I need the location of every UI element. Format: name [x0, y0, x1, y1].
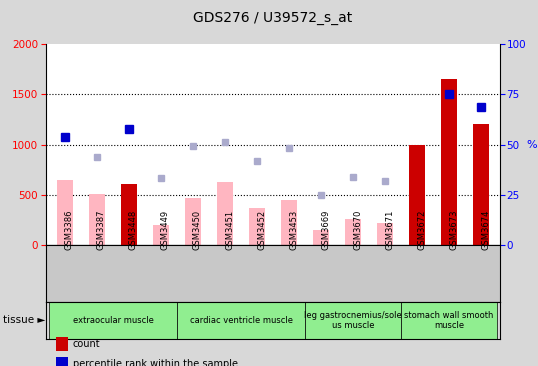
- Bar: [441, 79, 457, 245]
- Bar: [249, 208, 265, 245]
- Bar: [473, 124, 489, 245]
- Text: GSM3669: GSM3669: [321, 209, 330, 250]
- Text: stomach wall smooth
muscle: stomach wall smooth muscle: [405, 310, 494, 330]
- Text: cardiac ventricle muscle: cardiac ventricle muscle: [189, 316, 293, 325]
- Bar: [89, 194, 105, 245]
- Bar: [313, 229, 329, 245]
- Bar: [217, 182, 233, 245]
- Text: GSM3448: GSM3448: [129, 209, 138, 250]
- Bar: [49, 302, 177, 339]
- Bar: [377, 223, 393, 245]
- Bar: [121, 184, 137, 245]
- Text: GSM3670: GSM3670: [353, 209, 362, 250]
- Text: count: count: [73, 339, 100, 349]
- Text: GSM3386: GSM3386: [65, 209, 74, 250]
- Bar: [409, 145, 425, 245]
- Text: tissue ►: tissue ►: [3, 315, 45, 325]
- Text: leg gastrocnemius/sole
us muscle: leg gastrocnemius/sole us muscle: [304, 310, 402, 330]
- Bar: [281, 200, 297, 245]
- Text: GSM3674: GSM3674: [481, 209, 490, 250]
- Text: GSM3672: GSM3672: [417, 209, 426, 250]
- Text: GSM3387: GSM3387: [97, 209, 106, 250]
- Bar: [57, 180, 73, 245]
- Text: GSM3449: GSM3449: [161, 210, 170, 250]
- Text: GSM3450: GSM3450: [193, 210, 202, 250]
- Text: GSM3671: GSM3671: [385, 209, 394, 250]
- Text: extraocular muscle: extraocular muscle: [73, 316, 153, 325]
- Bar: [185, 198, 201, 245]
- Text: GSM3673: GSM3673: [449, 209, 458, 250]
- Bar: [345, 219, 361, 245]
- Bar: [305, 302, 401, 339]
- Text: GDS276 / U39572_s_at: GDS276 / U39572_s_at: [193, 11, 353, 25]
- Bar: [401, 302, 497, 339]
- Text: percentile rank within the sample: percentile rank within the sample: [73, 359, 238, 366]
- Y-axis label: %: %: [527, 139, 537, 150]
- Text: GSM3453: GSM3453: [289, 209, 298, 250]
- Bar: [177, 302, 305, 339]
- Bar: [153, 225, 169, 245]
- Text: GSM3451: GSM3451: [225, 210, 234, 250]
- Text: GSM3452: GSM3452: [257, 210, 266, 250]
